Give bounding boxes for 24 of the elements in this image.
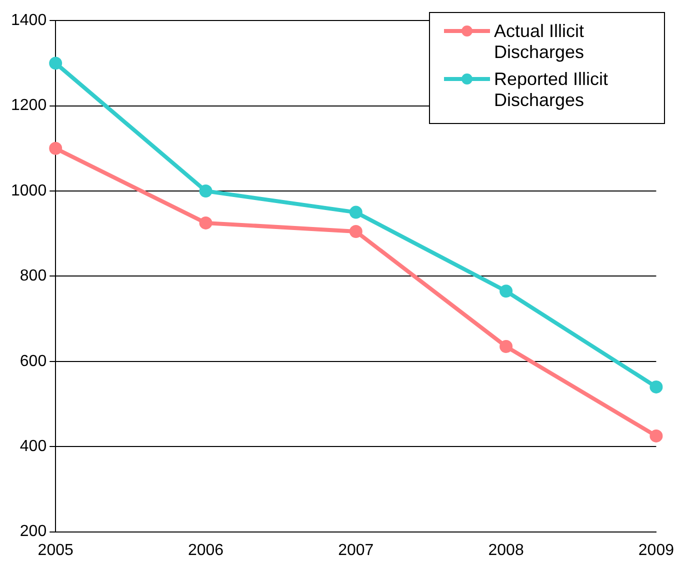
point <box>199 184 212 198</box>
point <box>199 216 212 230</box>
y-tick-label: 1200 <box>11 97 47 114</box>
x-tick-label: 2005 <box>38 542 74 559</box>
y-tick-label: 1400 <box>11 12 47 30</box>
y-tick-label: 1000 <box>11 182 47 200</box>
legend-label: Reported Illicit Discharges <box>494 69 610 111</box>
point <box>500 284 513 298</box>
y-tick-label: 800 <box>20 268 47 285</box>
point <box>49 142 62 155</box>
point <box>650 380 663 394</box>
x-tick-label: 2008 <box>488 542 524 559</box>
y-tick-label: 200 <box>20 523 47 540</box>
point <box>500 340 513 353</box>
x-tick-label: 2007 <box>338 542 374 559</box>
x-tick-label: 2009 <box>638 542 674 559</box>
point <box>650 429 663 442</box>
point <box>349 206 362 219</box>
x-tick-label: 2006 <box>188 542 224 559</box>
legend-label: Actual Illicit Discharges <box>494 21 586 63</box>
y-tick-label: 400 <box>20 438 47 456</box>
y-tick-label: 600 <box>20 352 47 370</box>
point <box>349 224 362 238</box>
point <box>49 56 62 70</box>
